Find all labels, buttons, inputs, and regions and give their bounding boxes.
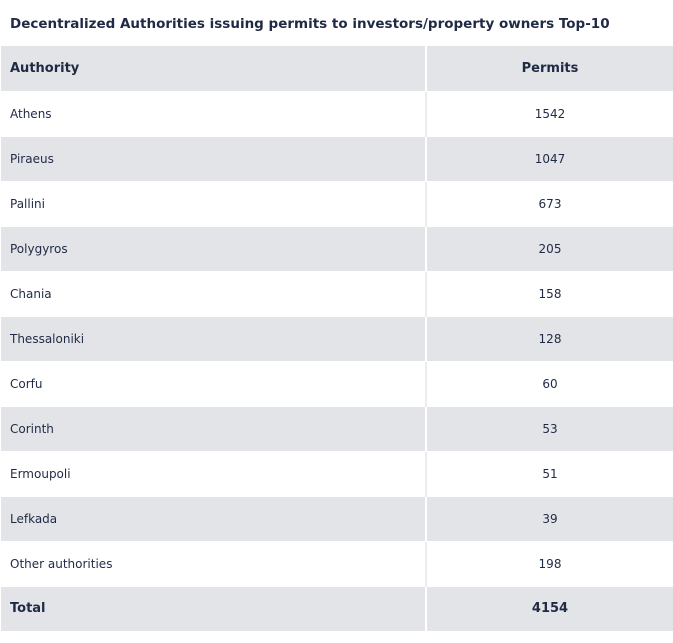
cell-permits: 1047	[426, 136, 673, 182]
permits-table: Authority Permits Athens 1542 Piraeus 1047 P…	[1, 46, 673, 632]
cell-authority: Polygyros	[1, 226, 427, 272]
cell-authority: Piraeus	[1, 136, 427, 182]
column-header-permits: Permits	[426, 46, 673, 92]
cell-permits: 51	[426, 451, 673, 497]
cell-permits: 53	[426, 406, 673, 452]
cell-permits: 60	[426, 361, 673, 407]
table-row: Polygyros 205	[1, 226, 673, 272]
table-body: Athens 1542 Piraeus 1047 Pallini 673 Polygyros…	[1, 91, 673, 632]
table-row: Corfu 60	[1, 361, 673, 407]
cell-permits: 39	[426, 496, 673, 542]
cell-authority: Corinth	[1, 406, 427, 452]
table-row: Corinth 53	[1, 406, 673, 452]
table-row: Other authorities 198	[1, 541, 673, 587]
cell-authority: Ermoupoli	[1, 451, 427, 497]
header-row: Authority Permits	[1, 46, 673, 92]
cell-permits: 128	[426, 316, 673, 362]
table-row: Ermoupoli 51	[1, 451, 673, 497]
cell-authority: Lefkada	[1, 496, 427, 542]
cell-permits: 205	[426, 226, 673, 272]
table-row: Lefkada 39	[1, 496, 673, 542]
cell-authority: Corfu	[1, 361, 427, 407]
table-row: Athens 1542	[1, 91, 673, 137]
cell-authority: Chania	[1, 271, 427, 317]
table-row: Pallini 673	[1, 181, 673, 227]
table-row: Piraeus 1047	[1, 136, 673, 182]
cell-authority: Athens	[1, 91, 427, 137]
table-row: Chania 158	[1, 271, 673, 317]
cell-authority: Other authorities	[1, 541, 427, 587]
total-row: Total 4154	[1, 586, 673, 632]
cell-authority: Pallini	[1, 181, 427, 227]
cell-permits: 673	[426, 181, 673, 227]
total-label: Total	[1, 586, 427, 632]
cell-permits: 158	[426, 271, 673, 317]
cell-permits: 1542	[426, 91, 673, 137]
table-title: Decentralized Authorities issuing permit…	[1, 1, 673, 46]
table-row: Thessaloniki 128	[1, 316, 673, 362]
column-header-authority: Authority	[1, 46, 427, 92]
cell-authority: Thessaloniki	[1, 316, 427, 362]
cell-permits: 198	[426, 541, 673, 587]
total-value: 4154	[426, 586, 673, 632]
